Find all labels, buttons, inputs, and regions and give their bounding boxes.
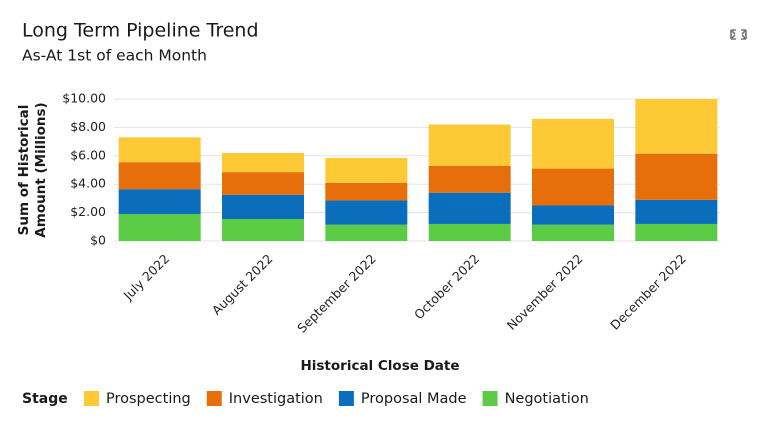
x-tick-label: November 2022 bbox=[504, 251, 586, 333]
bar-segment bbox=[428, 124, 511, 166]
x-tick-group: December 2022 bbox=[607, 251, 689, 333]
bar-segment bbox=[325, 182, 408, 201]
bar-segment bbox=[635, 153, 718, 200]
x-axis-title: Historical Close Date bbox=[300, 358, 459, 374]
bar-segment bbox=[325, 200, 408, 225]
y-tick-label: $10.00 bbox=[62, 91, 106, 106]
bar-segment bbox=[222, 218, 304, 241]
bar-segment bbox=[118, 162, 201, 190]
bar-segment bbox=[532, 224, 614, 241]
legend-label: Prospecting bbox=[106, 391, 191, 407]
x-tick-group: July 2022 bbox=[120, 251, 173, 304]
bar-segment bbox=[222, 152, 304, 173]
x-tick-group: September 2022 bbox=[294, 251, 379, 336]
x-tick-group: November 2022 bbox=[504, 251, 586, 333]
legend-swatch bbox=[84, 391, 99, 406]
x-tick-group: August 2022 bbox=[209, 251, 276, 318]
x-tick-label: August 2022 bbox=[209, 251, 276, 318]
chart-title: Long Term Pipeline Trend bbox=[22, 20, 259, 42]
legend-title: Stage bbox=[22, 391, 68, 407]
bar-segment bbox=[635, 99, 718, 154]
bar-segment bbox=[118, 214, 201, 241]
bar-segment bbox=[428, 223, 511, 241]
y-tick-label: $0 bbox=[90, 233, 106, 248]
expand-icon[interactable] bbox=[730, 29, 747, 40]
x-tick-label: October 2022 bbox=[411, 251, 482, 322]
chart-subtitle: As-At 1st of each Month bbox=[22, 47, 207, 65]
y-tick-label: $4.00 bbox=[70, 176, 106, 191]
y-tick-label: $6.00 bbox=[70, 147, 106, 162]
x-tick-label: September 2022 bbox=[294, 251, 379, 336]
bar-segment bbox=[532, 168, 614, 206]
bar-segment bbox=[325, 157, 408, 183]
bar-segment bbox=[532, 205, 614, 225]
x-tick-group: October 2022 bbox=[411, 251, 482, 322]
y-axis-title: Amount (Millions) bbox=[33, 102, 49, 237]
bar-segment bbox=[635, 199, 718, 224]
y-tick-label: $8.00 bbox=[70, 119, 106, 134]
bar-segment bbox=[118, 137, 201, 163]
bar-segment bbox=[222, 172, 304, 195]
x-tick-label: December 2022 bbox=[607, 251, 689, 333]
bar-segment bbox=[222, 194, 304, 219]
bar-segment bbox=[118, 189, 201, 215]
bar-segment bbox=[428, 192, 511, 224]
legend-swatch bbox=[482, 391, 498, 406]
legend-label: Investigation bbox=[229, 391, 323, 407]
bar-segment bbox=[325, 224, 408, 241]
x-tick-label: July 2022 bbox=[120, 251, 173, 304]
legend-label: Negotiation bbox=[505, 391, 589, 407]
bar-segment bbox=[635, 223, 718, 241]
legend-swatch bbox=[206, 391, 222, 406]
legend-swatch bbox=[338, 391, 354, 406]
legend-label: Proposal Made bbox=[361, 391, 467, 407]
bar-segment bbox=[428, 165, 511, 193]
bar-segment bbox=[532, 118, 614, 169]
y-tick-label: $2.00 bbox=[70, 204, 106, 219]
y-axis-title: Sum of Historical bbox=[16, 105, 32, 236]
